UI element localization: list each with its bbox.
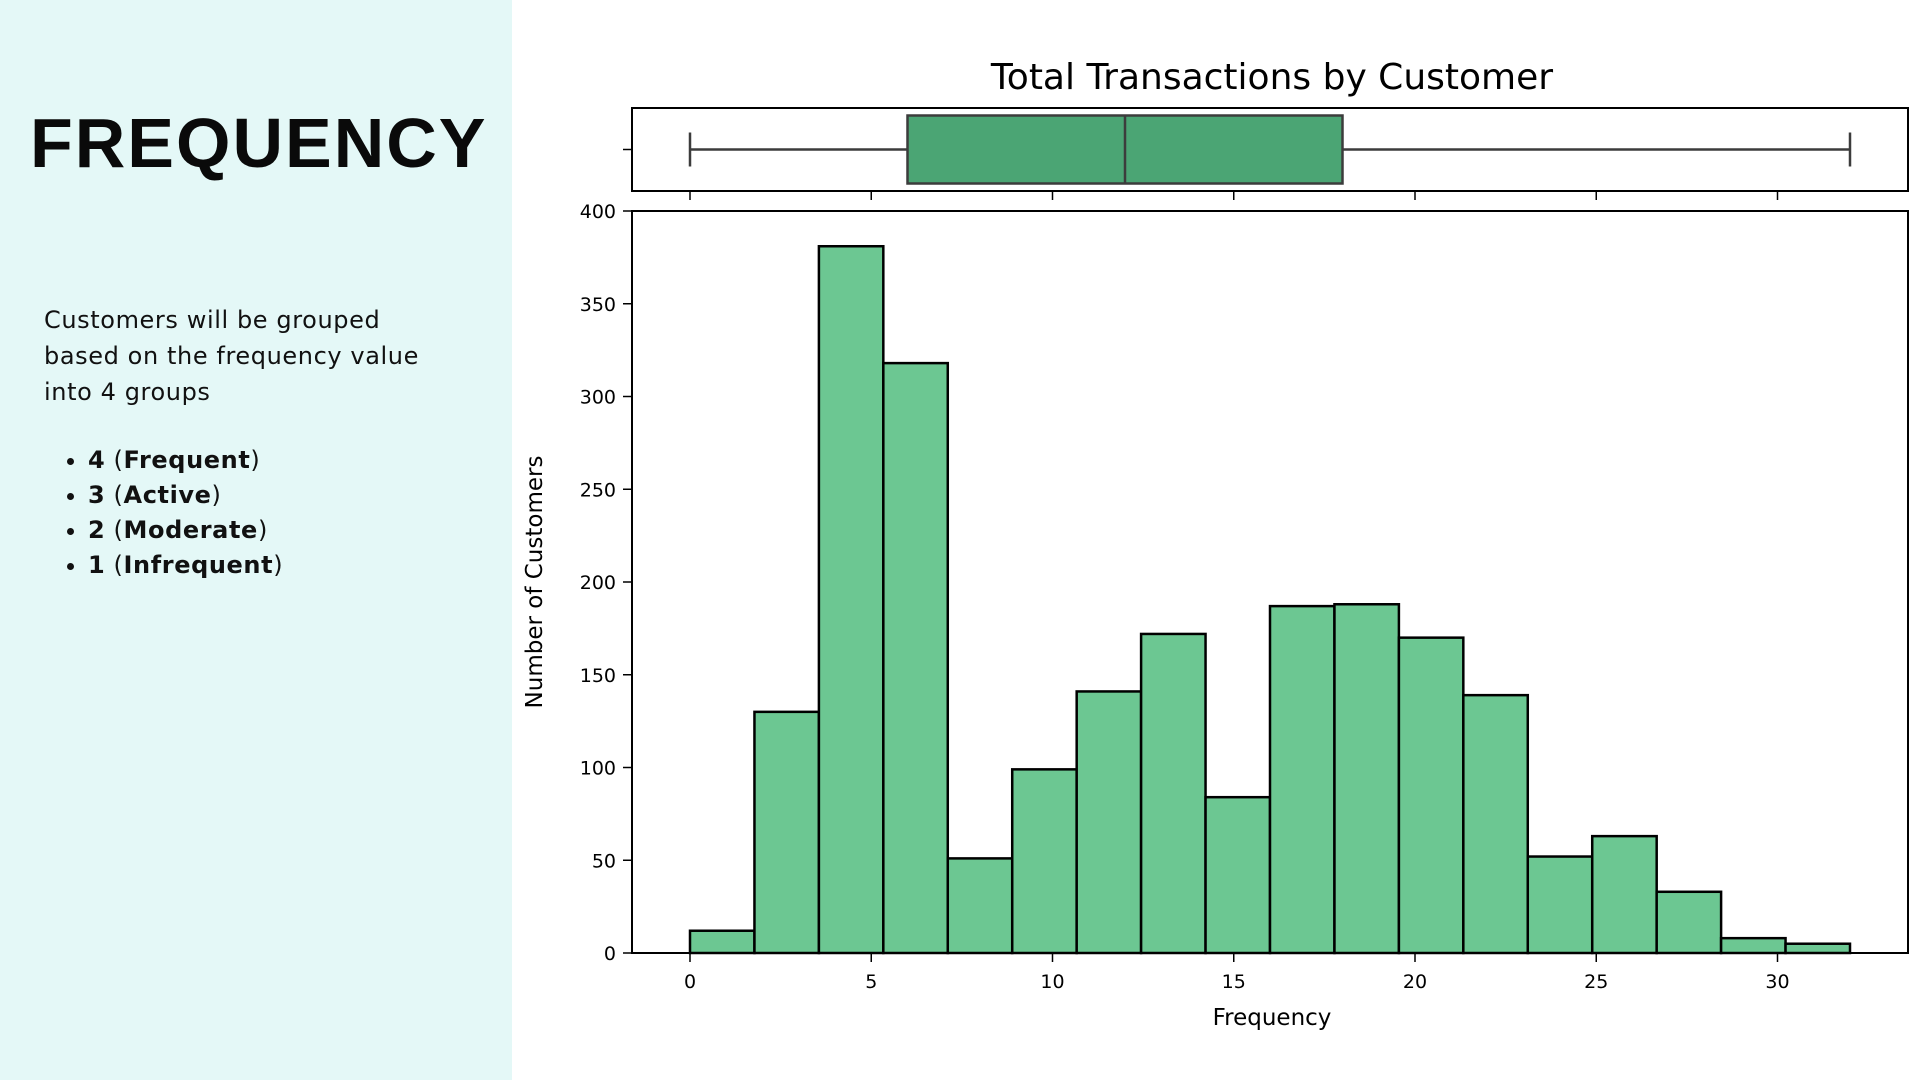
side-panel: FREQUENCY Customers will be grouped base… (0, 0, 512, 1080)
histogram-bar (1590, 834, 1658, 955)
group-number: 2 (88, 516, 106, 544)
group-number: 4 (88, 446, 106, 474)
x-tick-label: 25 (1584, 971, 1608, 993)
histogram-bar (882, 361, 950, 955)
histogram-bar (753, 710, 821, 955)
y-tick-label: 200 (580, 572, 616, 594)
y-tick-label: 400 (580, 201, 616, 223)
histogram-bar (1655, 890, 1723, 955)
boxplot (623, 107, 1909, 200)
histogram-bar (817, 244, 885, 955)
x-tick-label: 0 (684, 971, 696, 993)
x-tick-label: 15 (1222, 971, 1246, 993)
histogram-bar (1784, 942, 1852, 955)
x-tick-label: 10 (1040, 971, 1064, 993)
y-tick-label: 100 (580, 758, 616, 780)
group-number: 1 (88, 551, 106, 579)
y-axis-label: Number of Customers (522, 456, 548, 709)
list-item: 2 (Moderate) (88, 513, 508, 548)
histogram-bar (688, 929, 756, 955)
y-tick-label: 250 (580, 479, 616, 501)
histogram-bar (1397, 636, 1465, 955)
histogram-bar (1010, 768, 1078, 955)
y-tick-label: 0 (604, 943, 616, 965)
list-item: 4 (Frequent) (88, 443, 508, 478)
histogram-bar (1075, 690, 1143, 955)
histogram-bar (1139, 632, 1207, 955)
histogram-bar (1719, 936, 1787, 955)
histogram-bar (1462, 693, 1530, 955)
list-item: 1 (Infrequent) (88, 548, 508, 583)
y-tick-label: 350 (580, 294, 616, 316)
group-list: 4 (Frequent) 3 (Active) 2 (Moderate) 1 (… (44, 443, 508, 583)
x-axis-label: Frequency (1213, 1005, 1332, 1031)
histogram-bar (1526, 855, 1594, 955)
page-title: FREQUENCY (30, 104, 488, 182)
histogram-bar (1333, 603, 1401, 955)
x-tick-label: 30 (1765, 971, 1789, 993)
group-label: Infrequent (123, 551, 274, 579)
y-tick-label: 50 (592, 850, 616, 872)
group-label: Active (123, 481, 212, 509)
histogram-bar (1204, 795, 1272, 955)
list-item: 3 (Active) (88, 478, 508, 513)
chart-area: Total Transactions by Customer 0 5 10 15 20 2… (512, 0, 1920, 1080)
x-tick-label: 20 (1403, 971, 1427, 993)
y-tick-label: 300 (580, 387, 616, 409)
histogram-bar (1268, 604, 1336, 955)
histogram-bar (946, 857, 1014, 955)
histogram-chart: Total Transactions by Customer 0 5 10 15 20 2… (522, 57, 1909, 1031)
intro-text: Customers will be grouped based on the f… (44, 306, 419, 406)
y-tick-label: 150 (580, 665, 616, 687)
group-number: 3 (88, 481, 106, 509)
group-label: Moderate (123, 516, 258, 544)
group-label: Frequent (123, 446, 251, 474)
chart-title: Total Transactions by Customer (990, 57, 1553, 98)
x-tick-label: 5 (865, 971, 877, 993)
